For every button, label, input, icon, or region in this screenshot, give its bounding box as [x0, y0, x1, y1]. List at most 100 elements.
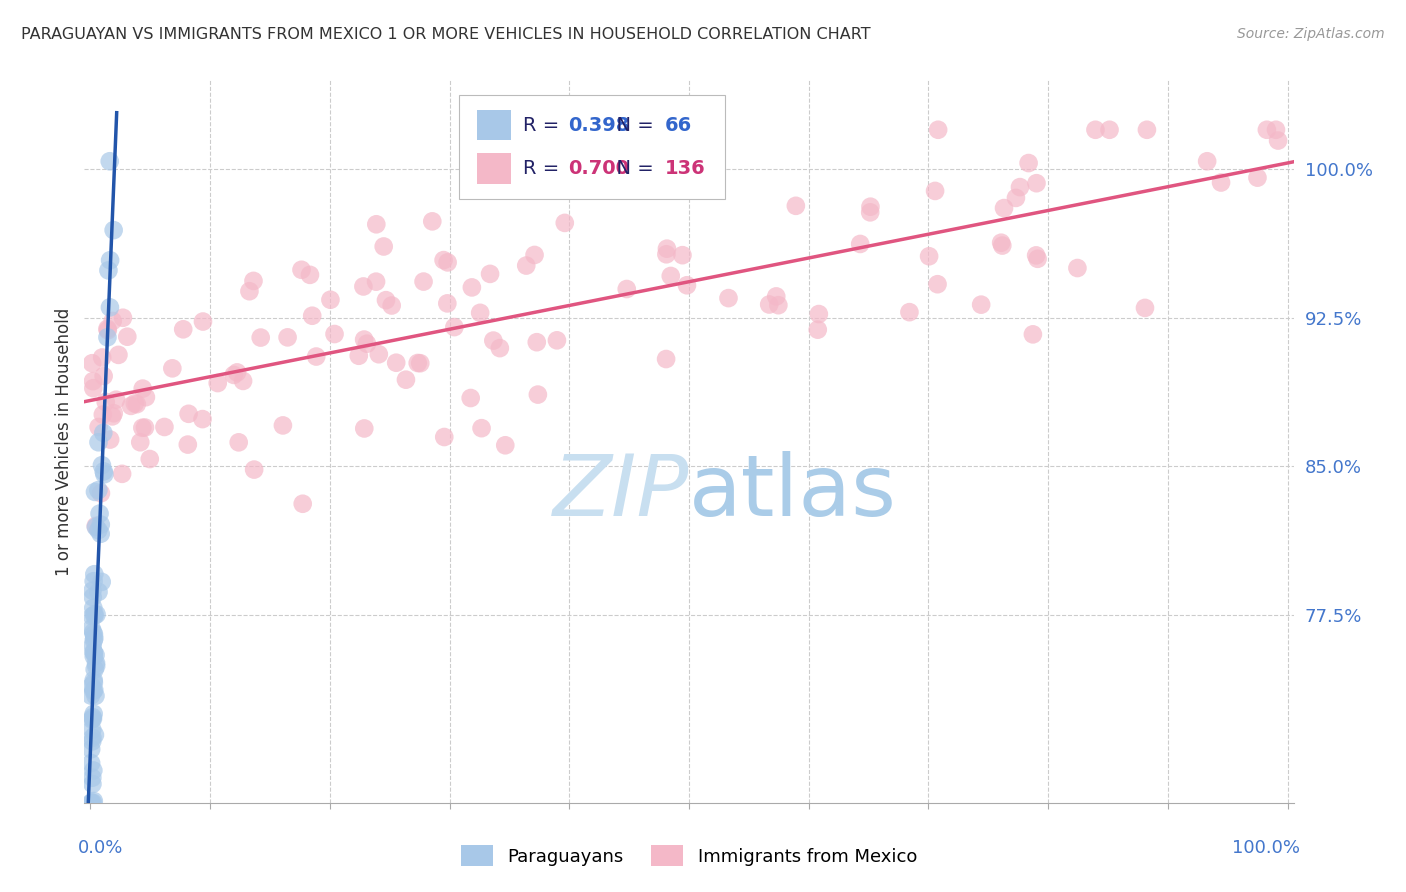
Point [482, 334, 505, 348]
Point [676, 278, 699, 293]
Point [768, 298, 790, 312]
Point [91, 425, 114, 440]
Point [479, 267, 502, 281]
Point [84, 520, 107, 534]
Point [83, 627, 105, 641]
Point [87, 523, 110, 537]
Point [1209, 176, 1232, 190]
Legend: Paraguayans, Immigrants from Mexico: Paraguayans, Immigrants from Mexico [461, 846, 917, 866]
Point [82, 777, 104, 791]
Point [323, 326, 346, 341]
Point [1022, 327, 1045, 342]
Point [96, 330, 118, 344]
Point [83, 794, 105, 808]
Point [84, 689, 107, 703]
Point [356, 336, 378, 351]
Point [381, 298, 404, 312]
Point [785, 199, 807, 213]
Point [82, 683, 104, 698]
Point [927, 277, 949, 292]
Point [82, 723, 104, 737]
Point [83, 574, 105, 589]
Point [87, 435, 110, 450]
Point [97, 323, 120, 337]
Point [82, 356, 104, 370]
Point [111, 467, 134, 481]
Point [461, 280, 484, 294]
Point [83, 608, 105, 623]
Point [207, 376, 229, 390]
Point [471, 421, 494, 435]
Point [117, 329, 139, 343]
Point [991, 238, 1014, 252]
FancyBboxPatch shape [460, 95, 725, 200]
Point [82, 734, 104, 748]
Point [364, 275, 387, 289]
Text: 66: 66 [665, 116, 692, 135]
Point [129, 435, 152, 450]
Point [80, 756, 103, 770]
Text: atlas: atlas [689, 450, 897, 533]
Point [91, 351, 114, 365]
Point [83, 567, 105, 582]
Point [107, 348, 129, 362]
Point [191, 412, 214, 426]
Point [319, 293, 342, 307]
Point [87, 585, 110, 599]
Point [859, 200, 882, 214]
Point [80, 689, 103, 703]
Point [671, 248, 693, 262]
Point [1008, 180, 1031, 194]
Point [1246, 170, 1268, 185]
Point [82, 712, 104, 726]
Point [82, 381, 104, 395]
Point [90, 526, 112, 541]
Point [172, 322, 194, 336]
Point [1084, 122, 1107, 136]
Point [83, 607, 105, 622]
Point [124, 396, 146, 410]
Point [291, 497, 314, 511]
Point [103, 223, 125, 237]
Point [84, 484, 107, 499]
Point [1098, 122, 1121, 136]
Point [83, 632, 105, 646]
Point [249, 330, 271, 344]
Point [82, 771, 104, 785]
Point [228, 435, 250, 450]
Point [82, 600, 104, 615]
Point [375, 293, 398, 308]
Point [84, 728, 107, 742]
Point [238, 284, 260, 298]
Point [1136, 122, 1159, 136]
Point [86, 607, 108, 622]
Point [105, 392, 128, 407]
Point [80, 713, 103, 727]
Text: N =: N = [605, 159, 661, 178]
Point [655, 351, 678, 366]
Text: 100.0%: 100.0% [1232, 839, 1299, 857]
Point [80, 609, 103, 624]
Point [135, 390, 157, 404]
Point [125, 397, 148, 411]
Point [82, 625, 104, 640]
Point [120, 399, 142, 413]
Point [98, 301, 121, 315]
Point [807, 307, 830, 321]
Point [277, 330, 299, 344]
Point [1066, 260, 1088, 275]
Point [1026, 252, 1049, 266]
Text: Source: ZipAtlas.com: Source: ZipAtlas.com [1237, 27, 1385, 41]
Point [87, 483, 110, 497]
Point [98, 253, 121, 268]
Point [84, 648, 107, 662]
Point [132, 382, 155, 396]
Point [526, 335, 548, 350]
Text: ZIP: ZIP [553, 450, 689, 533]
Point [90, 574, 112, 589]
Point [1025, 248, 1047, 262]
Point [1018, 156, 1040, 170]
Point [80, 621, 103, 635]
Point [177, 437, 200, 451]
Point [433, 253, 456, 268]
